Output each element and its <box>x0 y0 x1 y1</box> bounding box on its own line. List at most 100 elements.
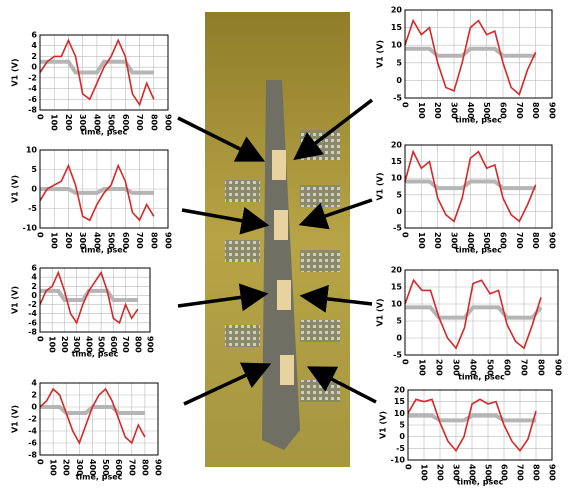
x-tick-label: 100 <box>417 232 426 249</box>
x-tick-label: 700 <box>515 232 524 249</box>
x-tick-label: 300 <box>450 102 459 119</box>
x-tick-label: 100 <box>50 114 59 131</box>
x-tick-label: 400 <box>469 359 478 376</box>
y-tick-label: 4 <box>31 41 37 50</box>
y-tick-label: -6 <box>28 439 37 448</box>
x-tick-label: 0 <box>36 232 45 238</box>
x-axis-label: time, psec <box>81 128 128 137</box>
x-axis-label: time, psec <box>72 350 119 359</box>
x-tick-label: 200 <box>60 336 69 353</box>
y-tick-label: -2 <box>28 300 37 309</box>
y-tick-label: -5 <box>28 204 37 213</box>
y-tick-label: 5 <box>399 421 405 430</box>
x-tick-label: 500 <box>486 359 495 376</box>
x-tick-label: 200 <box>64 114 73 131</box>
x-tick-label: 900 <box>146 336 155 353</box>
y-axis-label: V1 (V) <box>376 40 385 68</box>
x-axis-label: time, psec <box>81 246 128 255</box>
x-tick-label: 700 <box>516 464 525 481</box>
plot: -8 -6 -4 -2 0 2 4 0 100 200 300 400 500 600 700 800 900 t… <box>11 379 163 482</box>
x-tick-label: 300 <box>72 336 81 353</box>
x-tick-label: 200 <box>64 232 73 249</box>
y-tick-label: -8 <box>28 451 37 460</box>
series-line <box>405 179 536 191</box>
y-tick-label: -5 <box>393 224 402 233</box>
y-axis-label: V1 (V) <box>379 411 388 439</box>
y-tick-label: 5 <box>31 165 37 174</box>
y-tick-label: 0 <box>396 334 402 343</box>
y-tick-label: 10 <box>391 300 403 309</box>
x-tick-label: 500 <box>482 102 491 119</box>
x-tick-label: 300 <box>452 464 461 481</box>
x-tick-label: 100 <box>420 464 429 481</box>
plot-frame <box>404 144 553 229</box>
y-axis-label: V1 (V) <box>11 405 20 433</box>
y-tick-label: -6 <box>28 318 37 327</box>
x-tick-label: 300 <box>452 359 461 376</box>
x-tick-label: 0 <box>36 336 45 342</box>
x-tick-label: 400 <box>92 114 101 131</box>
x-tick-label: 600 <box>121 232 130 249</box>
series-line <box>404 278 542 350</box>
y-tick-label: 0 <box>396 76 402 85</box>
x-tick-label: 900 <box>154 459 163 476</box>
x-tick-label: 900 <box>554 359 563 376</box>
series-line <box>407 398 537 453</box>
x-tick-label: 800 <box>149 232 158 249</box>
x-tick-label: 600 <box>499 102 508 119</box>
y-tick-label: 10 <box>391 41 403 50</box>
x-tick-label: 700 <box>515 102 524 119</box>
x-axis-label: time, psec <box>455 116 502 125</box>
plot-frame <box>39 149 169 229</box>
y-tick-label: 15 <box>391 157 403 166</box>
x-tick-label: 600 <box>109 336 118 353</box>
y-tick-label: 0 <box>31 185 37 194</box>
series-line <box>405 46 536 58</box>
x-tick-label: 500 <box>107 232 116 249</box>
y-tick-label: -5 <box>396 444 405 453</box>
x-tick-label: 600 <box>503 359 512 376</box>
y-tick-label: 0 <box>31 291 37 300</box>
y-tick-label: 20 <box>394 386 406 395</box>
x-tick-label: 500 <box>484 464 493 481</box>
arrows <box>177 98 377 406</box>
x-tick-label: 200 <box>436 464 445 481</box>
plot-frame <box>404 269 559 356</box>
y-tick-label: 2 <box>31 282 37 291</box>
x-tick-label: 100 <box>48 336 57 353</box>
x-tick-label: 100 <box>49 459 58 476</box>
y-tick-label: 20 <box>391 266 403 275</box>
x-tick-label: 200 <box>433 102 442 119</box>
series-line <box>39 38 155 107</box>
x-tick-label: 900 <box>548 464 557 481</box>
y-axis-label: V1 (V) <box>376 172 385 200</box>
y-tick-label: -4 <box>28 84 37 93</box>
series-line <box>40 59 154 75</box>
y-tick-label: 15 <box>394 397 406 406</box>
x-tick-label: 800 <box>133 336 142 353</box>
series-line <box>39 163 155 222</box>
y-tick-label: 2 <box>31 52 37 61</box>
y-tick-label: 10 <box>26 146 38 155</box>
y-tick-label: 6 <box>31 264 37 273</box>
y-tick-label: 4 <box>31 379 37 388</box>
y-tick-label: -4 <box>28 427 37 436</box>
plot-area <box>404 269 559 356</box>
x-tick-label: 800 <box>531 232 540 249</box>
x-tick-label: 100 <box>417 102 426 119</box>
x-tick-label: 0 <box>401 102 410 108</box>
x-tick-label: 700 <box>121 336 130 353</box>
plot-frame <box>39 267 151 333</box>
y-tick-label: -8 <box>28 106 37 115</box>
y-tick-label: 5 <box>396 317 402 326</box>
x-axis-label: time, psec <box>458 373 505 382</box>
series-line <box>405 305 543 320</box>
y-tick-label: 2 <box>31 391 37 400</box>
x-tick-label: 800 <box>531 102 540 119</box>
x-tick-label: 600 <box>499 232 508 249</box>
